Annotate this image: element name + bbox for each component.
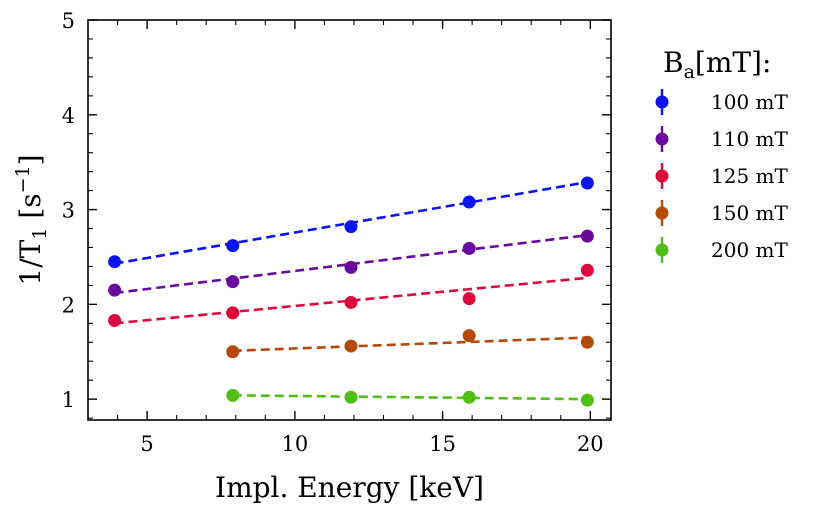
legend-title-main: B xyxy=(663,46,684,79)
data-point xyxy=(462,292,476,306)
y-axis-label-sub: 1 xyxy=(29,228,51,240)
fit-line xyxy=(232,394,588,401)
legend-title-rest: [mT]: xyxy=(695,46,772,79)
data-point xyxy=(580,263,594,277)
fit-line xyxy=(114,276,588,325)
axis-ticks xyxy=(87,19,611,420)
data-point xyxy=(344,339,358,353)
x-tick-label: 20 xyxy=(577,432,604,456)
data-point xyxy=(226,306,240,320)
y-tick-label: 1 xyxy=(62,388,75,412)
data-point xyxy=(462,241,476,255)
y-tick-label: 2 xyxy=(62,293,75,317)
legend-entries: 100 mT 110 mT 125 mT 150 mT 200 mT xyxy=(655,89,788,263)
y-tick-label: 4 xyxy=(62,104,75,128)
fit-line xyxy=(232,336,588,353)
x-tick-label: 10 xyxy=(281,432,308,456)
y-axis-label-main: 1/T xyxy=(14,239,47,285)
data-point xyxy=(108,283,122,297)
legend-label: 200 mT xyxy=(711,238,788,262)
x-tick-label: 15 xyxy=(429,432,456,456)
y-axis-label-open: [s xyxy=(14,193,47,227)
tick-labels: 5 10 15 20 1 2 3 4 5 xyxy=(62,9,604,456)
data-point xyxy=(462,390,476,404)
y-axis-label-sup: −1 xyxy=(12,165,34,193)
data-point xyxy=(462,195,476,209)
legend-title: Ba[mT]: xyxy=(663,46,771,83)
data-point xyxy=(226,345,240,359)
legend-marker xyxy=(655,132,669,146)
x-tick-label: 5 xyxy=(140,432,153,456)
data-point xyxy=(580,229,594,243)
legend-marker xyxy=(655,95,669,109)
data-point xyxy=(344,220,358,234)
y-axis-label-close: ] xyxy=(14,154,47,165)
legend-marker xyxy=(655,206,669,220)
y-axis-label: 1/T1 [s−1] xyxy=(12,154,51,285)
data-point xyxy=(108,255,122,269)
data-point xyxy=(344,390,358,404)
data-point xyxy=(226,239,240,253)
data-point xyxy=(580,335,594,349)
legend-label: 110 mT xyxy=(711,127,788,151)
data-point xyxy=(344,260,358,274)
plot-frame xyxy=(87,19,612,421)
data-point xyxy=(226,388,240,402)
y-tick-label: 3 xyxy=(62,199,75,223)
legend-label: 150 mT xyxy=(711,201,788,225)
legend: Ba[mT]: 100 mT 110 mT 125 mT 150 mT 200 mT xyxy=(655,46,788,263)
legend-title-sub: a xyxy=(684,61,695,83)
data-point xyxy=(344,295,358,309)
data-points xyxy=(108,176,594,407)
legend-label: 125 mT xyxy=(711,164,788,188)
y-tick-label: 5 xyxy=(62,9,75,33)
legend-marker xyxy=(655,169,669,183)
data-point xyxy=(108,313,122,327)
fit-lines xyxy=(114,180,588,401)
data-point xyxy=(462,329,476,343)
legend-marker xyxy=(655,243,669,257)
x-axis-label: Impl. Energy [keV] xyxy=(215,471,484,504)
data-point xyxy=(580,393,594,407)
legend-label: 100 mT xyxy=(711,90,788,114)
data-point xyxy=(226,275,240,289)
data-point xyxy=(580,176,594,190)
